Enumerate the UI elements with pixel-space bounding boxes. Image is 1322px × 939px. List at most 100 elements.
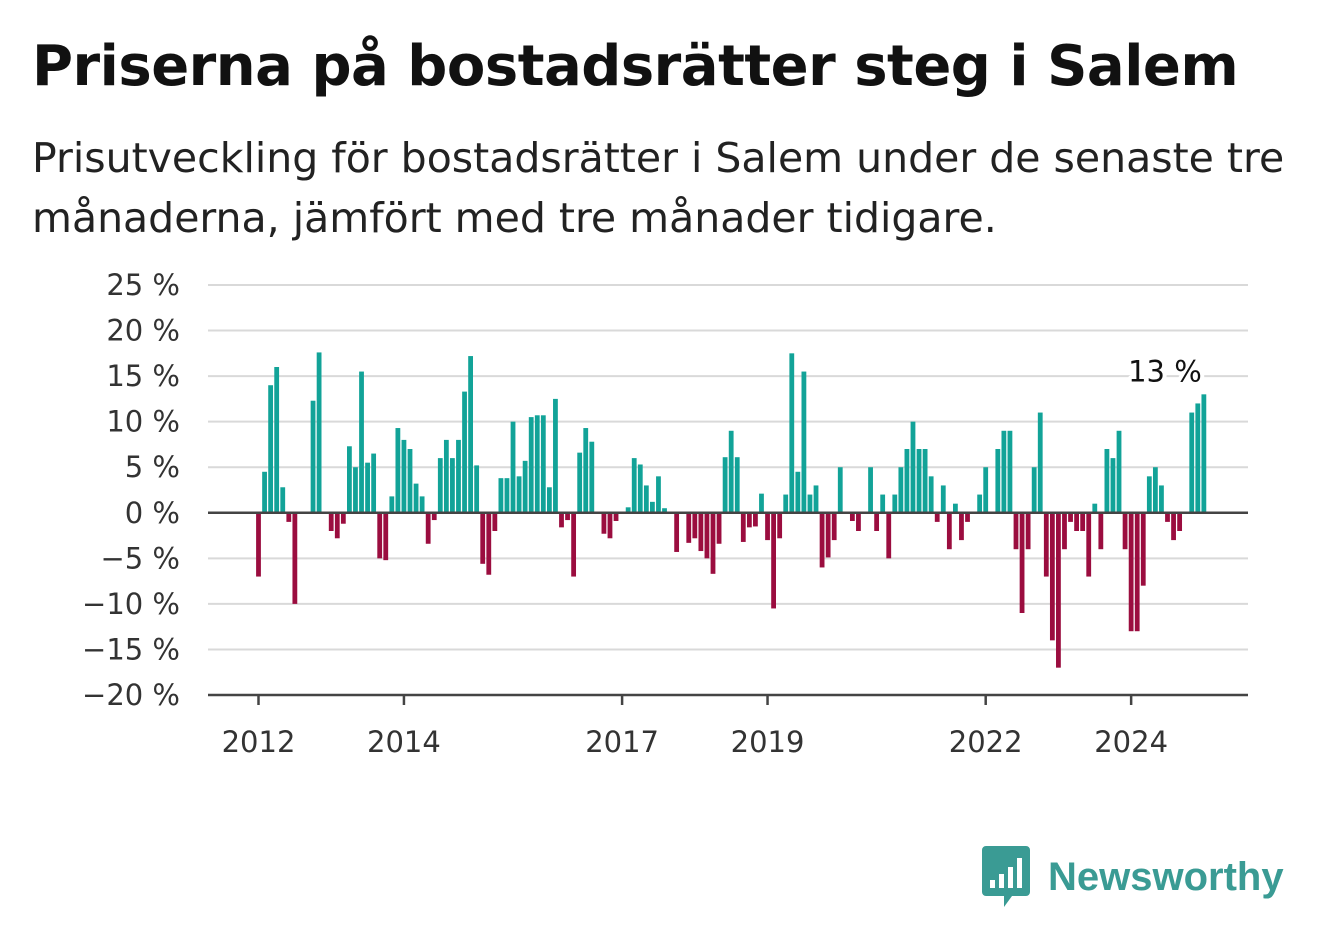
bar (795, 471, 801, 513)
bar (607, 512, 613, 539)
bar (849, 512, 855, 521)
chart-subtitle: Prisutveckling för bostadsrätter i Salem… (32, 134, 1285, 242)
bar (886, 512, 892, 559)
bar (650, 501, 655, 513)
bar (946, 512, 952, 550)
bar (395, 428, 401, 513)
bar (468, 356, 473, 513)
bar (425, 512, 431, 544)
bar (498, 478, 504, 513)
y-tick-label: 25 % (106, 268, 180, 302)
bar (583, 428, 589, 513)
bar (262, 471, 267, 513)
bar (589, 441, 595, 513)
bar (1068, 512, 1073, 522)
bar (1056, 512, 1061, 668)
bar (292, 512, 298, 604)
bar (510, 421, 516, 513)
bar (1025, 512, 1031, 550)
chart-title: Priserna på bostadsrätter steg i Salem (32, 34, 1239, 99)
bar (601, 512, 607, 534)
bar (783, 494, 789, 513)
bar (437, 458, 443, 513)
bar (928, 476, 934, 513)
bar (643, 485, 649, 513)
x-axis-ticks: 2012 2014 2017 2019 2022 2024 (222, 695, 1168, 759)
y-tick-label: −10 % (82, 587, 180, 621)
bar (450, 458, 455, 513)
gridlines (208, 284, 1248, 651)
bar (1092, 503, 1098, 513)
bar (413, 483, 419, 513)
bar (922, 449, 928, 513)
bar (746, 512, 752, 528)
bar (274, 367, 280, 513)
bar (674, 512, 680, 552)
brand-name: Newsworthy (1048, 854, 1284, 899)
bar (347, 446, 352, 513)
bar (456, 439, 461, 513)
y-tick-label: 15 % (106, 359, 180, 393)
x-tick-label: 2022 (949, 725, 1023, 759)
bar (340, 512, 346, 524)
bar (868, 467, 873, 513)
bar (819, 512, 825, 568)
bar (528, 417, 534, 513)
bar (916, 449, 922, 513)
bar (716, 512, 722, 544)
bar (407, 449, 413, 513)
bar (1201, 394, 1207, 513)
bar (734, 457, 740, 513)
bar (765, 512, 770, 541)
bar (831, 512, 837, 541)
bar (874, 512, 880, 531)
bar (516, 476, 522, 513)
bar (613, 512, 619, 521)
bar (807, 494, 813, 513)
bar (419, 496, 425, 513)
bar (1031, 467, 1037, 513)
bar (728, 430, 734, 513)
bar (1177, 512, 1183, 531)
bar (1086, 512, 1092, 577)
bar (365, 462, 370, 513)
bar (280, 487, 286, 513)
y-tick-label: 10 % (106, 405, 180, 439)
bar (940, 485, 946, 513)
bar (637, 464, 643, 513)
bar (959, 512, 964, 541)
bar (328, 512, 334, 531)
bar (1152, 467, 1158, 513)
y-tick-label: 5 % (125, 450, 180, 484)
bar (353, 467, 358, 513)
bar (1159, 485, 1164, 513)
x-tick-label: 2017 (585, 725, 659, 759)
bar (1049, 512, 1055, 641)
bar (1189, 412, 1195, 513)
bar (983, 467, 989, 513)
bar (334, 512, 340, 539)
bar (480, 512, 486, 564)
bar (1128, 512, 1134, 632)
x-tick-label: 2012 (222, 725, 296, 759)
axes (208, 511, 1248, 697)
bar (1007, 430, 1013, 513)
bar (1110, 458, 1116, 513)
bar (789, 353, 795, 513)
bar (1165, 512, 1170, 522)
bar (1098, 512, 1104, 550)
bar (522, 460, 528, 513)
x-tick-label: 2024 (1094, 725, 1168, 759)
bar (286, 512, 292, 522)
bar (837, 467, 843, 513)
x-tick-label: 2019 (731, 725, 805, 759)
bar (256, 512, 261, 577)
bar (995, 449, 1001, 513)
bar (1146, 476, 1152, 513)
bar (474, 465, 480, 513)
bar (892, 494, 898, 513)
bar (801, 371, 807, 513)
bar (953, 503, 958, 513)
bar (856, 512, 861, 531)
